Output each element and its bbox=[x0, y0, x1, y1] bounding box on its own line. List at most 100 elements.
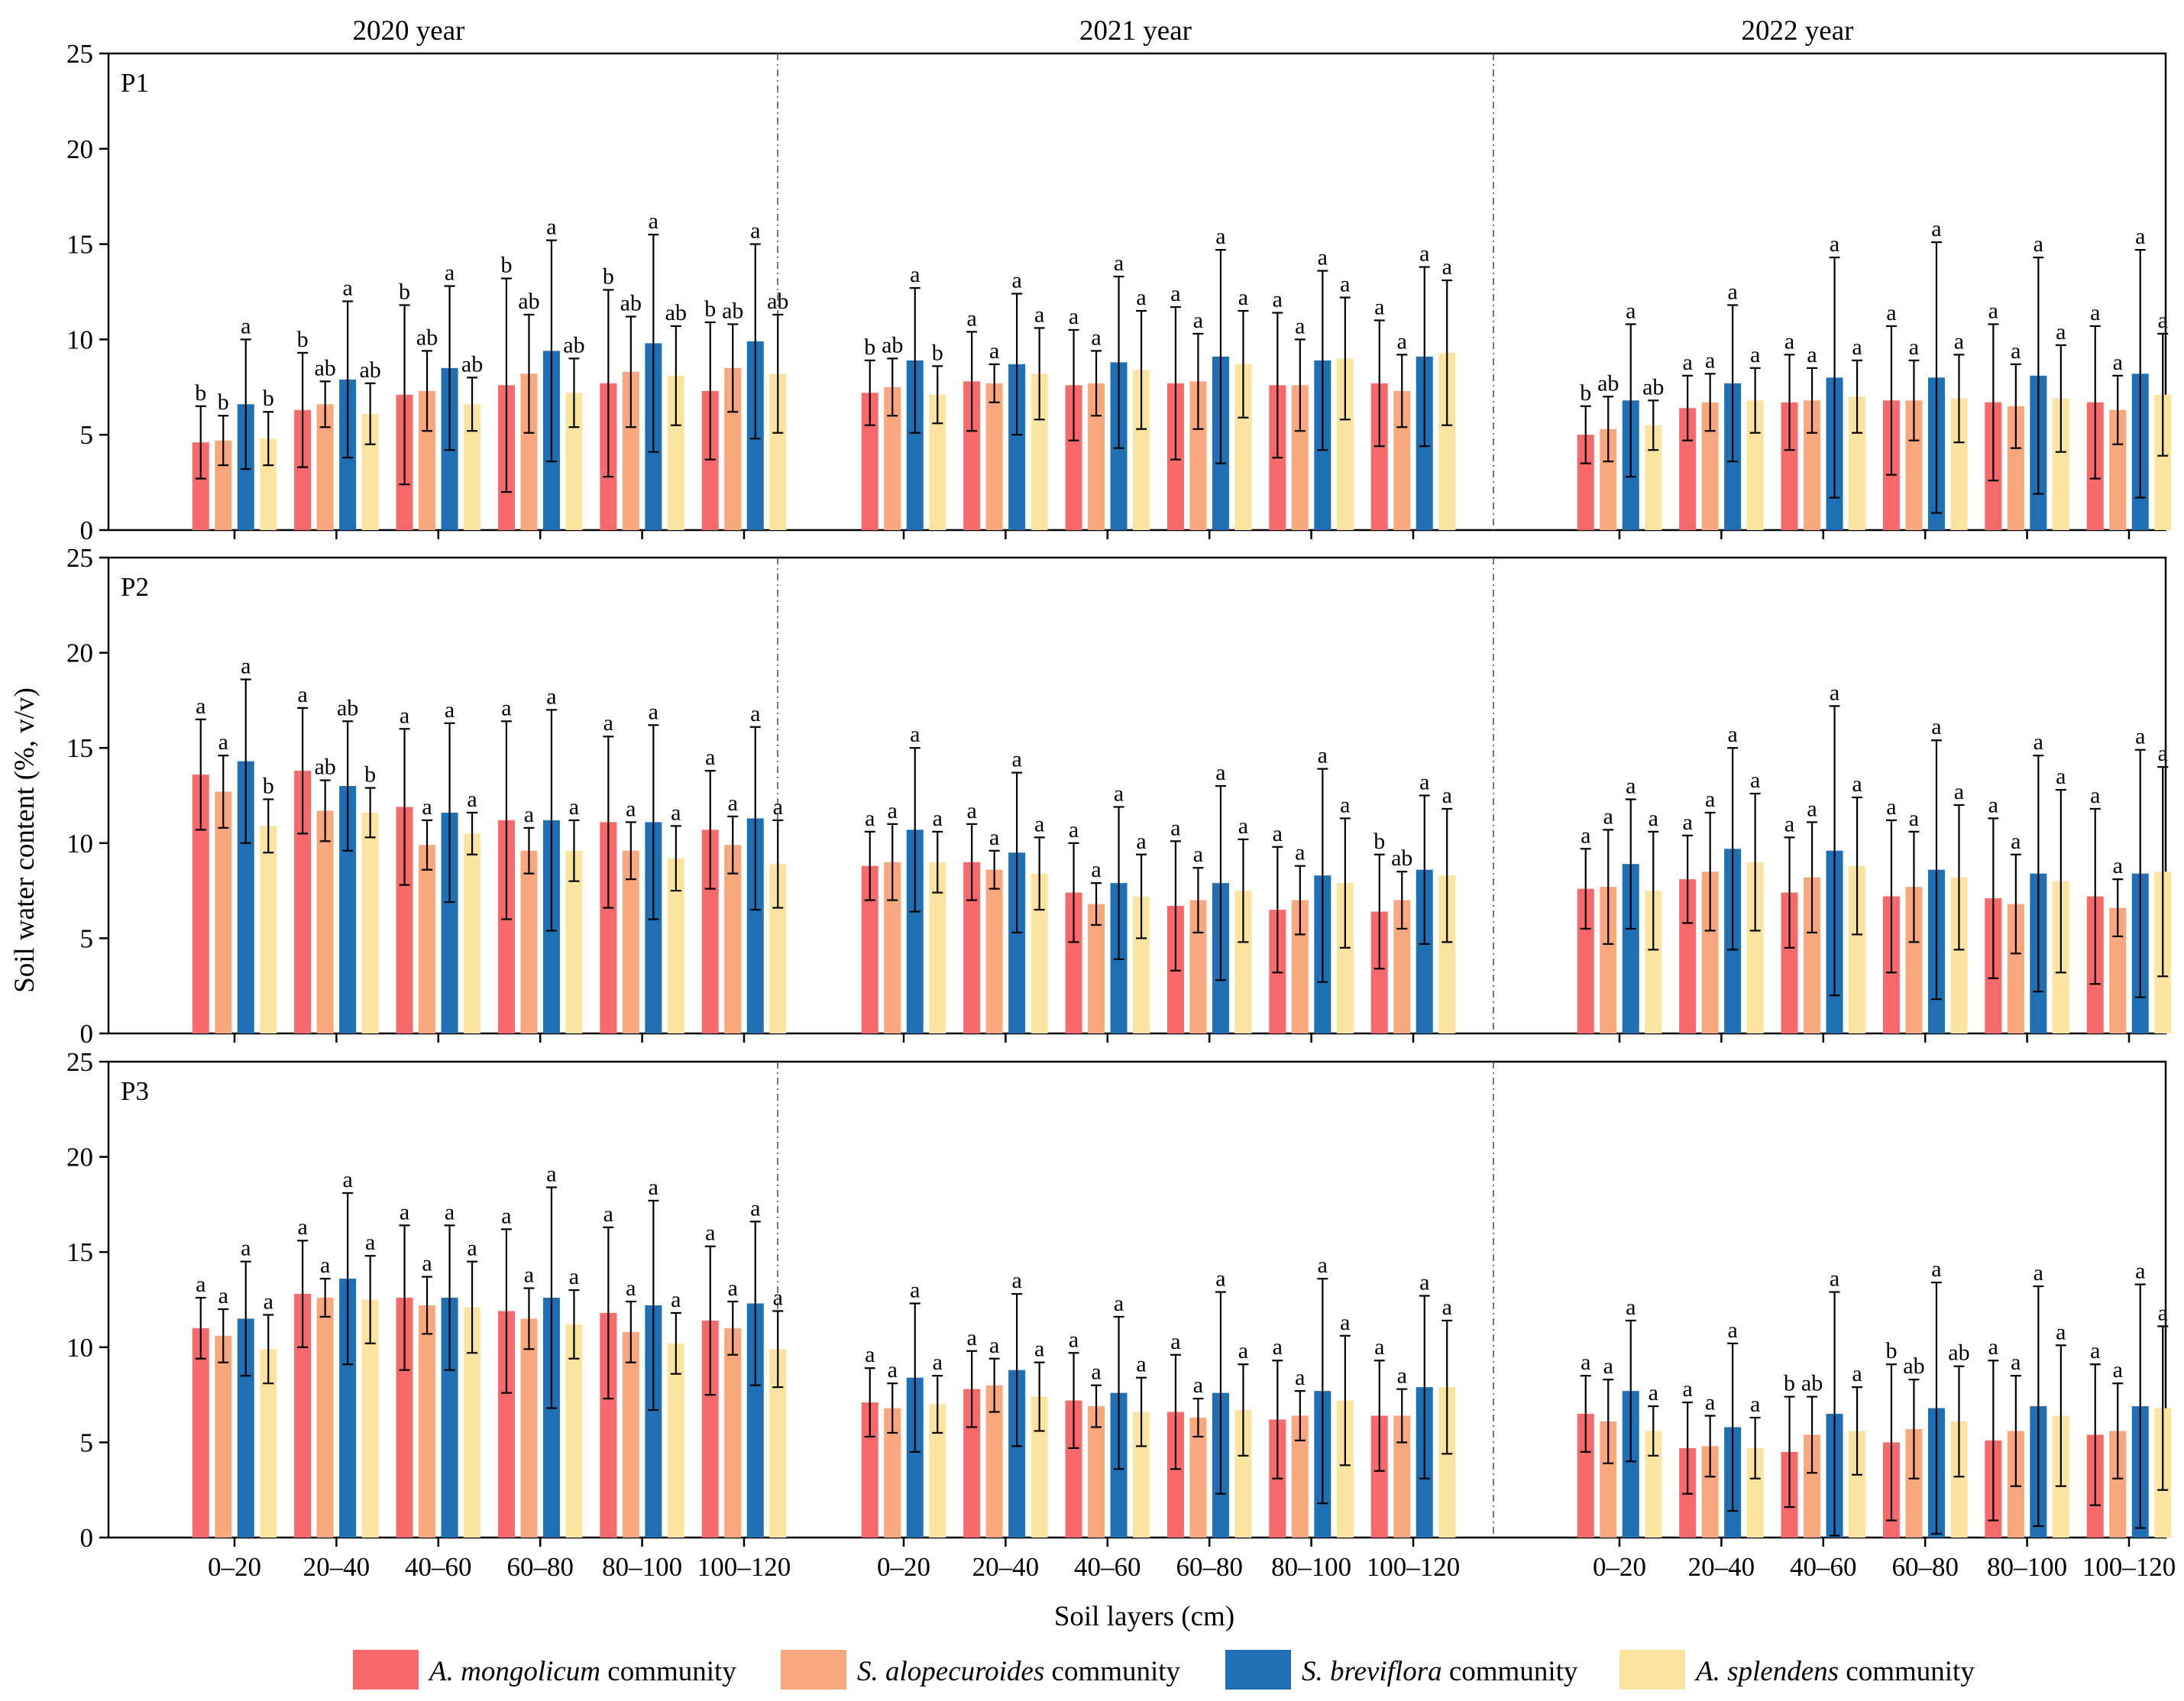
significance-label: a bbox=[1136, 829, 1146, 854]
bar bbox=[1189, 900, 1207, 1033]
significance-label: a bbox=[1988, 792, 1998, 817]
bar bbox=[906, 829, 924, 1033]
significance-label: a bbox=[1193, 842, 1203, 867]
significance-label: a bbox=[1419, 241, 1429, 267]
bar bbox=[1088, 1406, 1105, 1538]
bar bbox=[419, 390, 436, 530]
significance-label: a bbox=[1170, 1329, 1180, 1354]
significance-label: a bbox=[1852, 771, 1862, 797]
significance-label: a bbox=[649, 209, 658, 234]
significance-label: a bbox=[524, 1263, 534, 1288]
bar bbox=[1438, 875, 1456, 1033]
significance-label: a bbox=[1397, 328, 1407, 354]
bar bbox=[1008, 1370, 1026, 1538]
significance-label: a bbox=[1238, 813, 1248, 839]
bar bbox=[769, 1349, 787, 1538]
significance-label: a bbox=[445, 1199, 455, 1224]
bar bbox=[985, 869, 1003, 1033]
bar bbox=[1065, 385, 1082, 530]
significance-label: ab bbox=[620, 290, 642, 315]
significance-label: a bbox=[1807, 796, 1817, 821]
y-tick-label: 15 bbox=[66, 230, 93, 260]
y-tick-label: 10 bbox=[66, 325, 93, 354]
significance-label: a bbox=[400, 1199, 409, 1224]
significance-label: a bbox=[1727, 1318, 1737, 1343]
significance-label: a bbox=[1750, 1392, 1760, 1417]
bar bbox=[985, 1385, 1003, 1538]
bar bbox=[769, 864, 787, 1033]
significance-label: a bbox=[1273, 286, 1283, 312]
significance-label: a bbox=[422, 794, 432, 820]
significance-label: a bbox=[2090, 783, 2100, 808]
y-tick-label: 10 bbox=[66, 1333, 93, 1363]
significance-label: a bbox=[1442, 254, 1452, 280]
significance-label: ab bbox=[416, 325, 438, 350]
y-tick-label: 5 bbox=[80, 923, 94, 953]
bar bbox=[906, 360, 924, 530]
bar bbox=[294, 409, 312, 530]
x-tick-label: 20–40 bbox=[972, 1552, 1040, 1582]
significance-label: a bbox=[1581, 1350, 1590, 1375]
bar bbox=[1438, 1387, 1456, 1538]
significance-label: b bbox=[218, 390, 229, 415]
significance-label: ab bbox=[1597, 370, 1619, 396]
bar bbox=[520, 1318, 538, 1538]
bar bbox=[1133, 1412, 1150, 1538]
significance-label: a bbox=[910, 262, 920, 287]
significance-label: a bbox=[1238, 1338, 1248, 1363]
significance-label: a bbox=[2113, 853, 2123, 878]
significance-label: a bbox=[865, 1342, 875, 1367]
bar bbox=[1370, 1415, 1388, 1538]
bar bbox=[667, 375, 684, 530]
significance-label: a bbox=[989, 338, 999, 364]
bar bbox=[339, 1279, 357, 1538]
bar bbox=[746, 1303, 764, 1538]
significance-label: a bbox=[445, 697, 455, 723]
bar bbox=[1166, 1412, 1184, 1538]
significance-label: a bbox=[365, 1230, 375, 1255]
significance-label: a bbox=[1705, 1390, 1715, 1415]
significance-label: a bbox=[2034, 231, 2043, 257]
bar bbox=[192, 442, 209, 530]
bar bbox=[1189, 381, 1207, 530]
significance-label: a bbox=[2158, 308, 2168, 333]
bar bbox=[929, 862, 946, 1033]
bar bbox=[1645, 425, 1662, 530]
bar bbox=[1905, 1428, 1923, 1538]
y-tick-label: 20 bbox=[66, 639, 93, 668]
bar bbox=[600, 1312, 617, 1538]
significance-label: a bbox=[1682, 350, 1692, 375]
bar bbox=[1905, 400, 1923, 530]
significance-label: a bbox=[626, 796, 636, 821]
significance-label: a bbox=[649, 699, 658, 724]
significance-label: a bbox=[1682, 810, 1692, 835]
bar bbox=[520, 374, 538, 530]
significance-label: a bbox=[1069, 817, 1079, 842]
bar bbox=[565, 1324, 583, 1538]
bar bbox=[884, 1408, 901, 1538]
bar bbox=[1088, 383, 1105, 530]
significance-label: a bbox=[1114, 1291, 1124, 1316]
significance-label: a bbox=[1442, 783, 1452, 808]
bar bbox=[1849, 396, 1866, 530]
significance-label: b bbox=[1373, 829, 1385, 854]
bar bbox=[2007, 904, 2024, 1033]
significance-label: a bbox=[297, 1214, 307, 1240]
significance-label: a bbox=[524, 802, 534, 827]
bar bbox=[1291, 900, 1309, 1033]
significance-label: a bbox=[1295, 313, 1305, 338]
significance-label: a bbox=[546, 1161, 556, 1186]
significance-label: b bbox=[1580, 380, 1591, 406]
significance-label: a bbox=[705, 745, 715, 770]
significance-label: a bbox=[1931, 714, 1941, 739]
significance-label: a bbox=[728, 791, 738, 816]
significance-label: a bbox=[422, 1251, 432, 1276]
significance-label: a bbox=[1034, 302, 1044, 327]
significance-label: b bbox=[1784, 1371, 1795, 1396]
significance-label: a bbox=[218, 1283, 228, 1308]
bar bbox=[361, 1299, 379, 1538]
bar bbox=[1679, 408, 1697, 530]
bar bbox=[1291, 1415, 1309, 1538]
significance-label: a bbox=[196, 1272, 205, 1297]
